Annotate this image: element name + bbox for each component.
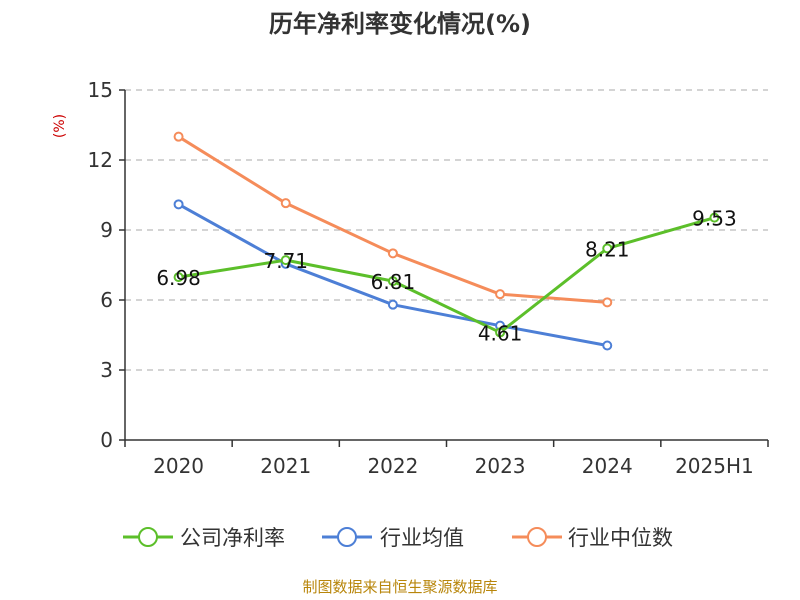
data-point: [173, 272, 184, 283]
y-tick-label: 6: [100, 288, 113, 312]
y-tick-label: 3: [100, 358, 113, 382]
data-label: 9.53: [692, 207, 737, 231]
data-point: [602, 243, 613, 254]
y-tick-labels: 0 3 6 9 12 15: [88, 78, 113, 452]
x-tick-label: 2021: [260, 454, 311, 478]
grid-lines: [119, 89, 768, 441]
x-tick-label: 2020: [153, 454, 204, 478]
legend-marker: [337, 527, 357, 547]
data-point: [280, 255, 291, 266]
legend-label: 公司净利率: [180, 526, 285, 550]
y-tick-label: 15: [88, 78, 113, 102]
y-tick-label: 9: [100, 218, 113, 242]
series-line: [178, 216, 715, 334]
series-2: [173, 131, 613, 308]
legend-item-0[interactable]: 公司净利率: [123, 526, 285, 550]
data-point: [495, 289, 506, 300]
data-label: 7.71: [263, 249, 308, 273]
legend-item-2[interactable]: 行业中位数: [512, 526, 673, 550]
legend[interactable]: 公司净利率 行业均值 行业中位数: [123, 526, 673, 550]
data-point: [280, 198, 291, 209]
y-tick-label: 12: [88, 148, 113, 172]
legend-label: 行业均值: [380, 526, 464, 550]
chart-title: 历年净利率变化情况(%): [269, 10, 531, 38]
y-tick-label: 0: [100, 428, 113, 452]
data-label: 6.98: [156, 266, 201, 290]
series-lines: [173, 131, 720, 351]
data-label: 4.61: [478, 321, 523, 345]
x-tick-labels: 2020 2021 2022 2023 2024 2025H1: [153, 454, 754, 478]
source-note: 制图数据来自恒生聚源数据库: [302, 578, 497, 596]
data-point: [387, 299, 398, 310]
legend-marker: [138, 527, 158, 547]
data-point: [173, 131, 184, 142]
data-point: [602, 297, 613, 308]
data-point: [495, 327, 506, 338]
data-point: [709, 212, 720, 223]
legend-label: 行业中位数: [568, 526, 673, 550]
data-point: [602, 340, 613, 351]
data-point: [387, 248, 398, 259]
legend-marker: [527, 527, 547, 547]
data-point: [173, 199, 184, 210]
x-tick-label: 2024: [582, 454, 633, 478]
axes: [124, 90, 769, 447]
x-tick-label: 2022: [367, 454, 418, 478]
legend-item-1[interactable]: 行业均值: [322, 526, 464, 550]
series-0: [173, 212, 720, 338]
data-labels: 6.98 7.71 6.81 4.61 8.21 9.53: [156, 207, 736, 346]
data-label: 8.21: [585, 237, 630, 261]
x-tick-label: 2025H1: [675, 454, 754, 478]
data-point: [387, 276, 398, 287]
series-1: [173, 199, 613, 351]
x-tick-label: 2023: [475, 454, 526, 478]
y-axis-unit: (%): [52, 114, 68, 138]
data-label: 6.81: [371, 270, 416, 294]
